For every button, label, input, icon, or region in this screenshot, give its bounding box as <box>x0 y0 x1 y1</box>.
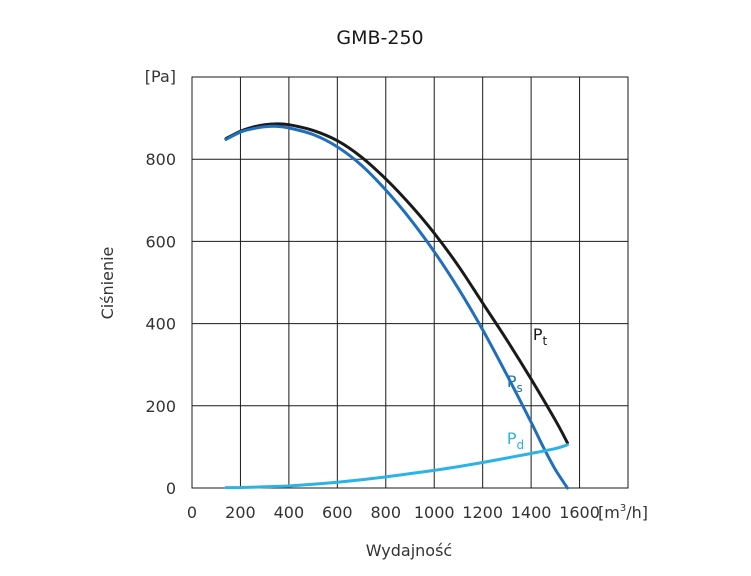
x-tick-labels: 0 200 400 600 800 1000 1200 1400 1600 <box>187 503 600 522</box>
series-label-main: P <box>533 325 543 344</box>
y-tick-label: 600 <box>145 232 176 251</box>
y-tick-label: 200 <box>145 397 176 416</box>
y-tick-label: 400 <box>145 315 176 334</box>
y-tick-label: 800 <box>145 150 176 169</box>
series-label-sub: t <box>543 334 548 348</box>
x-unit-sup: 3 <box>620 503 626 514</box>
x-tick-label: 800 <box>371 503 402 522</box>
x-unit-label: [m3/h] <box>598 503 648 522</box>
x-unit-suffix: /h] <box>626 503 648 522</box>
series-line-pd <box>224 443 569 490</box>
series-label-main: P <box>507 429 517 448</box>
series-line-ps <box>224 124 569 490</box>
series-lines <box>224 122 569 490</box>
series-label-sub: s <box>517 381 523 395</box>
y-tick-label: 0 <box>166 479 176 498</box>
chart-grid <box>192 77 628 488</box>
plot-frame <box>191 76 629 489</box>
series-label-pt: Pt <box>533 325 548 348</box>
series-label-main: P <box>507 372 517 391</box>
y-tick-labels: 0 200 400 600 800 <box>145 150 176 498</box>
x-tick-label: 1200 <box>462 503 503 522</box>
x-tick-label: 1400 <box>511 503 552 522</box>
y-unit-label: [Pa] <box>145 67 176 86</box>
x-axis-label: Wydajność <box>366 541 452 560</box>
series-line-pt <box>224 122 569 445</box>
y-axis-label: Ciśnienie <box>98 247 117 320</box>
x-tick-label: 200 <box>225 503 256 522</box>
chart-title: GMB-250 <box>336 27 423 49</box>
series-label-sub: d <box>517 438 525 452</box>
x-tick-label: 400 <box>274 503 305 522</box>
x-tick-label: 600 <box>322 503 353 522</box>
x-tick-label: 1600 <box>559 503 600 522</box>
series-label-ps: Ps <box>507 372 523 395</box>
x-tick-label: 0 <box>187 503 197 522</box>
x-unit-prefix: [m <box>598 503 620 522</box>
series-label-pd: Pd <box>507 429 524 452</box>
x-tick-label: 1000 <box>414 503 455 522</box>
